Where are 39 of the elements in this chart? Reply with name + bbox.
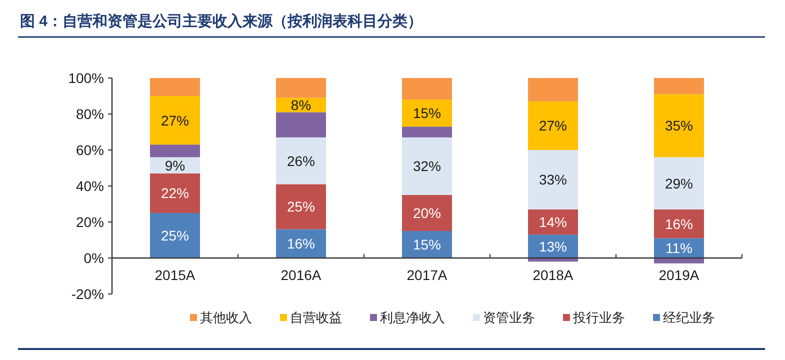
x-tick-label: 2015A — [154, 267, 196, 283]
data-label: 13% — [538, 238, 568, 254]
data-label: 27% — [160, 112, 190, 128]
data-label: 20% — [412, 205, 442, 221]
legend-label: 利息净收入 — [380, 310, 445, 325]
legend-label: 自营收益 — [290, 310, 342, 325]
y-tick-label: 20% — [76, 214, 104, 230]
y-tick-label: 80% — [76, 106, 104, 122]
data-label: 15% — [412, 236, 442, 252]
legend-label: 经纪业务 — [663, 310, 715, 325]
x-tick-label: 2016A — [280, 267, 322, 283]
data-label: 16% — [664, 216, 694, 232]
data-label: 27% — [538, 118, 568, 134]
data-label: 16% — [286, 236, 316, 252]
data-label: 9% — [164, 157, 186, 174]
data-label: 15% — [412, 105, 442, 122]
data-label: 22% — [160, 185, 190, 202]
legend-label: 资管业务 — [483, 310, 535, 325]
data-label: 11% — [666, 240, 692, 256]
data-label: 25% — [160, 228, 190, 244]
x-tick-label: 2017A — [406, 267, 448, 283]
data-label: 29% — [664, 175, 694, 192]
data-label: 33% — [538, 172, 568, 188]
data-label: 25% — [286, 198, 316, 215]
legend-label: 其他收入 — [200, 310, 252, 325]
x-tick-label: 2018A — [532, 267, 574, 283]
data-label: 14% — [538, 214, 568, 230]
y-tick-label: -20% — [71, 286, 104, 302]
data-label: 35% — [664, 118, 694, 134]
data-label: 8% — [290, 97, 312, 113]
y-tick-label: 40% — [76, 178, 104, 194]
title: 图 4：自营和资管是公司主要收入来源（按利润表科目分类） — [20, 13, 423, 30]
x-tick-label: 2019A — [658, 267, 700, 283]
data-label: 26% — [286, 152, 316, 169]
y-tick-label: 60% — [76, 142, 104, 158]
y-tick-label: 100% — [68, 70, 104, 86]
y-tick-label: 0% — [84, 250, 104, 266]
legend-label: 投行业务 — [572, 310, 625, 325]
data-label: 32% — [412, 158, 442, 174]
